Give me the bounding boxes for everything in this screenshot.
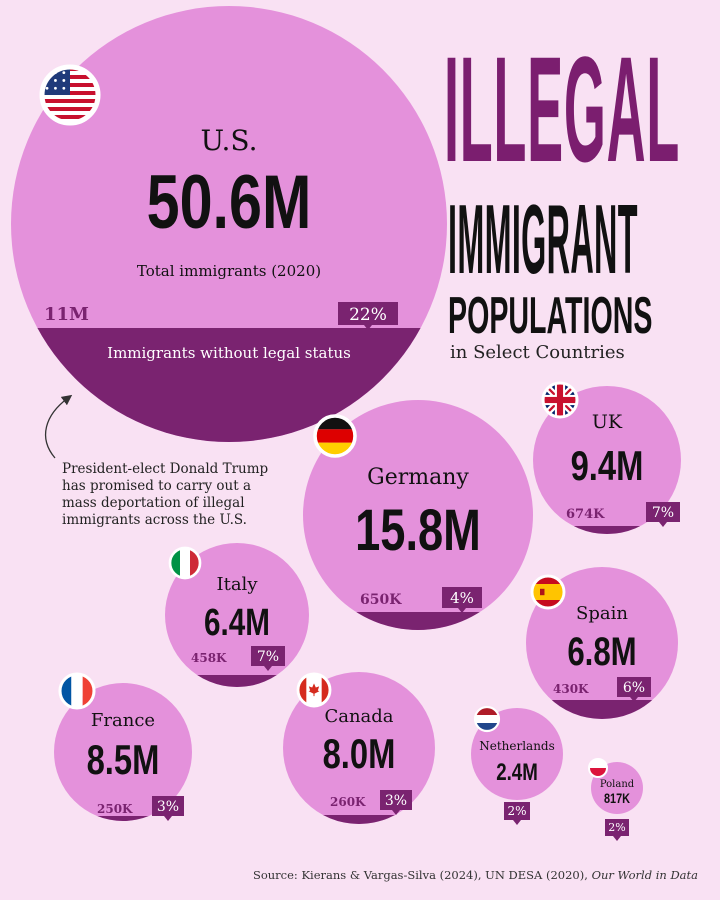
source-credit: Source: Kierans & Vargas-Silva (2024), U…: [253, 868, 698, 882]
share-tag-canada: 3%: [385, 793, 407, 809]
total-value-canada: 8.0M: [323, 730, 396, 777]
spain-flag-icon: [530, 574, 566, 610]
share-tag-u-s: 22%: [349, 305, 387, 325]
country-name-spain: Spain: [576, 603, 628, 624]
country-name-germany: Germany: [367, 465, 469, 490]
total-value-u-s: 50.6M: [147, 160, 312, 245]
country-name-poland: Poland: [600, 779, 635, 790]
us-flag-icon: [39, 64, 101, 126]
illegal-band-canada: [283, 815, 435, 824]
illegal-band-uk: [533, 526, 681, 534]
bubble-circle-germany: [303, 400, 533, 630]
germany-flag-icon: [313, 414, 357, 458]
annotation-note: President-elect Donald Trump has promise…: [62, 461, 269, 528]
source-prefix: Source: Kierans & Vargas-Silva (2024), U…: [252, 868, 592, 882]
bubble-circle-uk: [533, 386, 681, 534]
country-name-france: France: [91, 710, 155, 731]
france-flag-icon: [58, 672, 96, 710]
illegal-value-spain: 430K: [553, 682, 589, 696]
bubble-circle-canada: [283, 672, 435, 824]
bubble-circle-netherlands: [471, 708, 563, 800]
share-tag-germany: 4%: [450, 589, 474, 607]
country-name-italy: Italy: [216, 574, 258, 595]
illegal-band-italy: [165, 675, 309, 687]
title-line-1: ILLEGAL: [444, 25, 681, 193]
note-arrow: [45, 394, 73, 459]
bubble-france: France 8.5M 250K 3%: [54, 672, 192, 821]
share-tag-u-s-bg: [338, 302, 398, 325]
illegal-band-spain: [526, 700, 678, 719]
illegal-value-germany: 650K: [360, 592, 402, 608]
illegal-band-germany: [303, 612, 533, 630]
illegal-value-italy: 458K: [191, 651, 227, 665]
share-tag-france: 3%: [157, 799, 179, 815]
canada-flag-icon: [296, 672, 332, 708]
share-tag-netherlands: 2%: [507, 804, 526, 818]
share-tag-netherlands-bg: [504, 802, 530, 820]
total-value-poland: 817K: [604, 791, 630, 807]
total-value-spain: 6.8M: [567, 629, 636, 674]
share-tag-uk: 7%: [652, 505, 674, 521]
bubble-u-s: U.S.50.6M Total immigrants (2020) Immigran…: [11, 6, 447, 442]
share-tag-poland: 2%: [608, 821, 625, 834]
bubble-uk: UK 9.4M 674K 7%: [533, 381, 681, 534]
uk-flag-icon: [541, 381, 579, 419]
illegal-value-u-s: 11M: [44, 304, 89, 325]
illegal-label: Immigrants without legal status: [107, 344, 351, 362]
share-tag-italy: 7%: [257, 649, 279, 665]
share-tag-france-bg: [152, 796, 184, 816]
total-label: Total immigrants (2020): [137, 262, 321, 280]
share-tag-spain-bg: [617, 677, 651, 697]
bubble-circle-france: [54, 683, 192, 821]
total-value-italy: 6.4M: [204, 602, 270, 644]
total-value-germany: 15.8M: [355, 499, 481, 564]
country-name-u-s: U.S.: [200, 124, 257, 157]
bubble-spain: Spain 6.8M 430K 6%: [526, 567, 678, 719]
share-tag-spain: 6%: [623, 680, 645, 696]
source-italic: Our World in Data: [591, 868, 698, 882]
share-tag-canada-bg: [380, 790, 412, 810]
netherlands-flag-icon: [473, 705, 501, 733]
total-value-uk: 9.4M: [571, 442, 644, 489]
illegal-value-canada: 260K: [330, 795, 366, 809]
bubble-germany: Germany 15.8M 650K 4%: [303, 400, 533, 630]
share-tag-italy-bg: [251, 646, 285, 666]
title-line-2: IMMIGRANT: [448, 184, 638, 294]
country-name-uk: UK: [592, 411, 623, 433]
italy-flag-icon: [168, 546, 202, 580]
title-line-3: POPULATIONS: [448, 287, 653, 345]
share-tag-poland-bg: [605, 819, 629, 836]
total-value-france: 8.5M: [87, 736, 160, 783]
country-name-canada: Canada: [324, 706, 393, 727]
country-name-netherlands: Netherlands: [479, 739, 555, 753]
share-tag-uk-bg: [646, 502, 680, 522]
illegal-band-france: [54, 816, 192, 821]
subtitle: in Select Countries: [450, 342, 625, 363]
illegal-value-france: 250K: [97, 802, 133, 816]
illegal-value-uk: 674K: [566, 507, 605, 522]
poland-flag-icon: [588, 758, 608, 778]
bubble-netherlands: Netherlands 2.4M 2%: [471, 705, 563, 825]
bubble-canada: Canada 8.0M 260K 3%: [283, 672, 435, 824]
bubble-italy: Italy 6.4M 458K 7%: [165, 543, 309, 687]
share-tag-germany-bg: [442, 587, 482, 608]
total-value-netherlands: 2.4M: [496, 759, 538, 786]
